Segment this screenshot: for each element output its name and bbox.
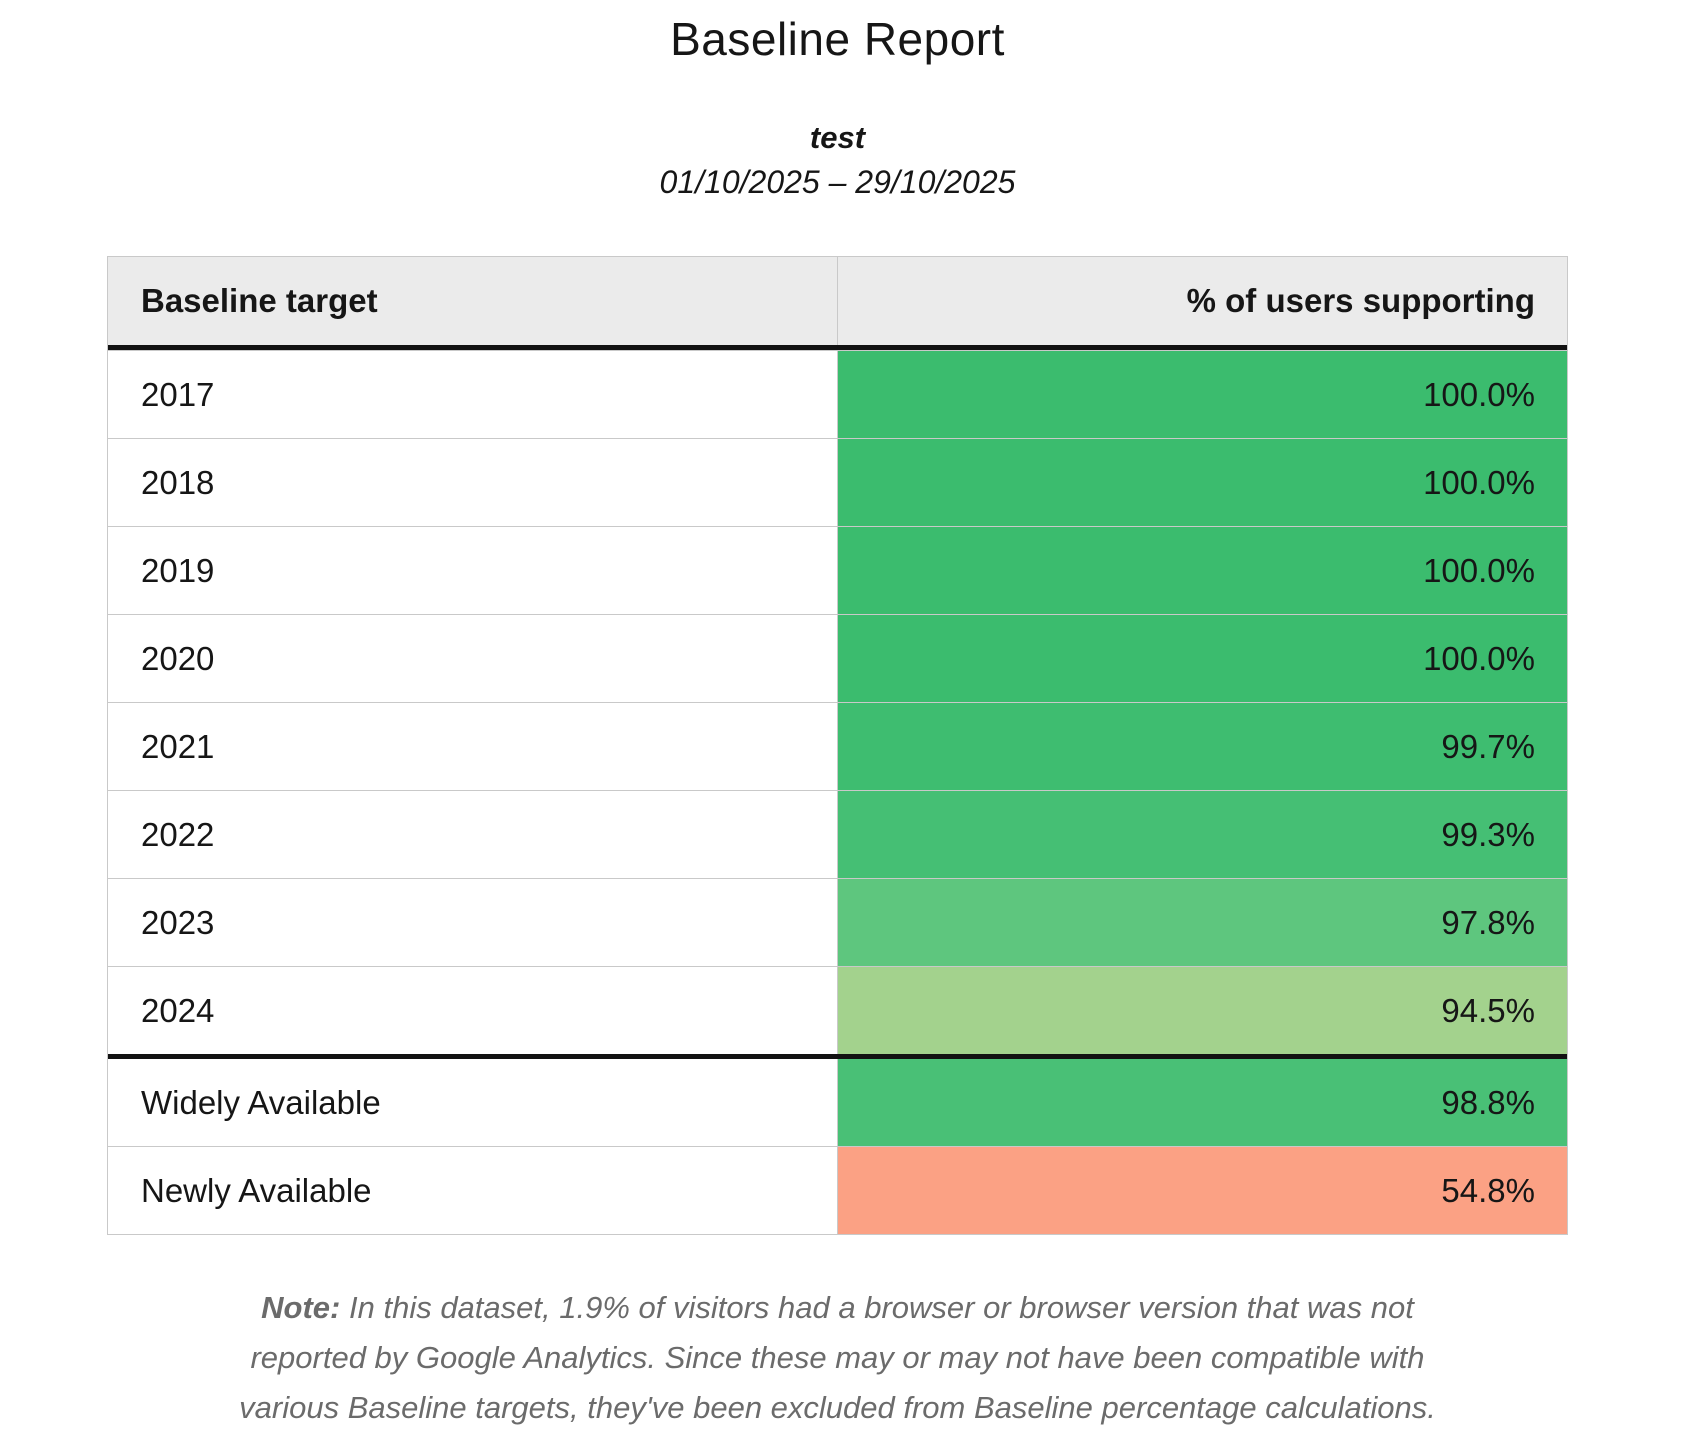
- target-cell: 2024: [108, 967, 838, 1054]
- table-row: 2020 100.0%: [108, 614, 1567, 702]
- target-cell: 2018: [108, 439, 838, 526]
- page-title: Baseline Report: [670, 13, 1005, 65]
- percent-cell: 100.0%: [837, 439, 1567, 526]
- header-percent-supporting: % of users supporting: [1186, 282, 1535, 319]
- note-line: various Baseline targets, they've been e…: [239, 1390, 1436, 1425]
- report-subtitle: test: [809, 120, 866, 155]
- percent-cell: 99.7%: [837, 703, 1567, 790]
- percent-cell: 94.5%: [837, 967, 1567, 1054]
- percent-cell: 99.3%: [837, 791, 1567, 878]
- baseline-table: Baseline target % of users supporting 20…: [107, 256, 1568, 1235]
- table-row: 2023 97.8%: [108, 878, 1567, 966]
- note-line: reported by Google Analytics. Since thes…: [250, 1340, 1425, 1375]
- table-row: 2021 99.7%: [108, 702, 1567, 790]
- note-line-text: In this dataset, 1.9% of visitors had a …: [349, 1290, 1414, 1325]
- table-row: 2017 100.0%: [108, 350, 1567, 438]
- table-row: 2019 100.0%: [108, 526, 1567, 614]
- percent-cell: 54.8%: [837, 1147, 1567, 1234]
- note-line: Note: In this dataset, 1.9% of visitors …: [107, 1283, 1568, 1333]
- table-row: Newly Available 54.8%: [108, 1146, 1567, 1234]
- table-row: 2018 100.0%: [108, 438, 1567, 526]
- target-cell: 2020: [108, 615, 838, 702]
- percent-cell: 100.0%: [837, 615, 1567, 702]
- percent-cell: 98.8%: [837, 1059, 1567, 1146]
- target-cell: 2023: [108, 879, 838, 966]
- table-row: 2022 99.3%: [108, 790, 1567, 878]
- percent-cell: 100.0%: [837, 527, 1567, 614]
- table-row: 2024 94.5%: [108, 966, 1567, 1054]
- table-row: Widely Available 98.8%: [108, 1054, 1567, 1146]
- target-cell: Widely Available: [108, 1059, 838, 1146]
- percent-cell: 100.0%: [837, 351, 1567, 438]
- target-cell: Newly Available: [108, 1147, 838, 1234]
- target-cell: 2022: [108, 791, 838, 878]
- report-date-range: 01/10/2025 – 29/10/2025: [659, 164, 1016, 200]
- header-baseline-target: Baseline target: [108, 257, 838, 345]
- target-cell: 2017: [108, 351, 838, 438]
- table-header-row: Baseline target % of users supporting: [108, 257, 1567, 350]
- target-cell: 2019: [108, 527, 838, 614]
- report-note: Note: In this dataset, 1.9% of visitors …: [107, 1283, 1568, 1433]
- target-cell: 2021: [108, 703, 838, 790]
- note-prefix: Note:: [261, 1290, 341, 1325]
- percent-cell: 97.8%: [837, 879, 1567, 966]
